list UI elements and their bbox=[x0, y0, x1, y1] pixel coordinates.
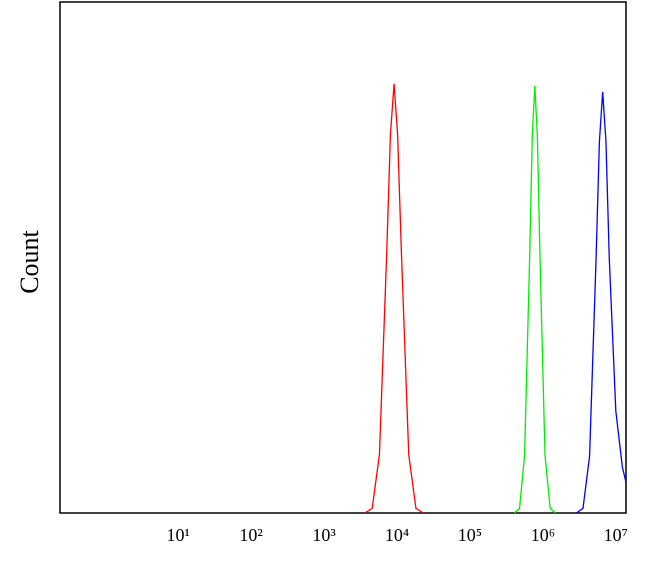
x-tick-label: 10⁶ bbox=[531, 525, 555, 545]
x-tick-label: 10³ bbox=[312, 525, 336, 545]
x-tick-label: 10⁷ bbox=[604, 525, 628, 545]
x-tick-label: 10¹ bbox=[166, 525, 189, 545]
plot-frame bbox=[59, 1, 627, 514]
x-tick-label: 10² bbox=[239, 525, 262, 545]
x-tick-label: 10⁵ bbox=[458, 525, 482, 545]
y-axis-label: Count bbox=[15, 229, 44, 293]
histogram-line bbox=[575, 91, 627, 514]
histogram-line bbox=[513, 85, 556, 514]
x-tick-label: 10⁴ bbox=[385, 525, 409, 545]
histogram-line bbox=[364, 83, 424, 514]
